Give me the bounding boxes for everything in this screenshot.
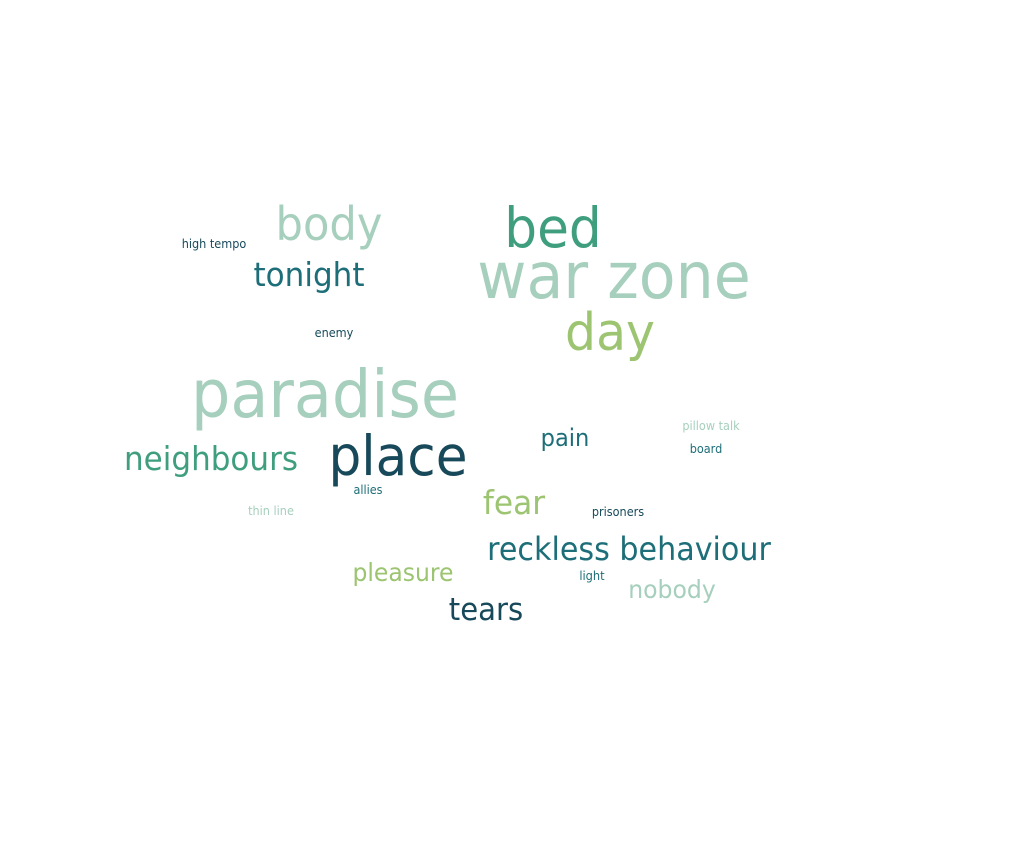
word-prisoners: prisoners (592, 505, 644, 519)
word-nobody: nobody (628, 575, 716, 604)
word-day: day (565, 303, 655, 363)
word-board: board (690, 442, 723, 456)
word-neighbours: neighbours (124, 439, 298, 478)
word-fear: fear (483, 483, 546, 522)
word-pain: pain (541, 424, 590, 452)
word-tears: tears (449, 592, 523, 628)
word-allies: allies (353, 483, 382, 497)
word-pillow-talk: pillow talk (682, 419, 739, 433)
word-war-zone: war zone (477, 240, 751, 314)
word-place: place (328, 424, 467, 488)
word-reckless-behaviour: reckless behaviour (487, 530, 772, 568)
word-pleasure: pleasure (353, 558, 454, 587)
word-enemy: enemy (315, 326, 354, 340)
word-body: body (276, 197, 383, 251)
word-high-tempo: high tempo (182, 237, 247, 251)
word-bed: bed (504, 196, 602, 260)
word-paradise: paradise (191, 356, 459, 433)
word-tonight: tonight (254, 255, 365, 294)
word-light: light (579, 569, 605, 583)
word-thin-line: thin line (248, 504, 294, 518)
